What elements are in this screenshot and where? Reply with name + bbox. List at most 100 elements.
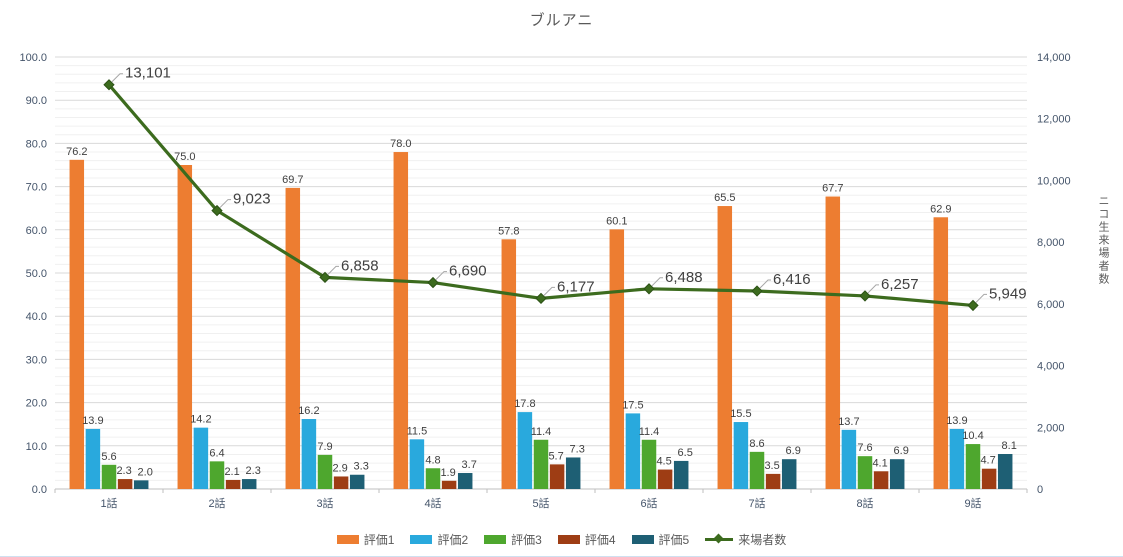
bar-評価1-9話[interactable]: [933, 217, 949, 489]
left-axis-tick-label: 10.0: [26, 441, 47, 453]
bar-label-評価1-9話: 62.9: [930, 203, 951, 215]
bar-評価3-7話[interactable]: [749, 451, 765, 489]
bar-評価2-4話[interactable]: [409, 439, 425, 489]
bar-評価1-3話[interactable]: [285, 187, 301, 489]
bar-評価1-1話[interactable]: [69, 159, 85, 490]
bar-label-評価5-6話: 6.5: [678, 447, 693, 459]
left-axis-tick-label: 40.0: [26, 311, 47, 323]
bar-評価5-2話[interactable]: [241, 479, 257, 489]
bar-評価4-6話[interactable]: [657, 469, 673, 489]
bar-評価3-4話[interactable]: [425, 468, 441, 489]
bar-label-評価4-5話: 5.7: [548, 450, 563, 462]
bar-評価2-3話[interactable]: [301, 419, 317, 489]
legend-label-評価4: 評価4: [584, 533, 616, 547]
bar-評価5-1話[interactable]: [133, 480, 149, 489]
left-axis-tick-label: 90.0: [26, 95, 47, 107]
line-label-leader: [111, 73, 123, 83]
bar-評価4-4話[interactable]: [441, 480, 457, 489]
bar-label-評価1-7話: 65.5: [714, 192, 735, 204]
bar-評価2-5話[interactable]: [517, 412, 533, 489]
line-label-leader: [435, 271, 447, 280]
legend-item-評価1[interactable]: 評価1: [336, 531, 394, 548]
bar-評価4-1話[interactable]: [117, 479, 133, 489]
bar-label-評価3-3話: 7.9: [317, 441, 332, 453]
bar-評価1-7話[interactable]: [717, 206, 733, 490]
legend-item-評価2[interactable]: 評価2: [410, 531, 468, 548]
bar-label-評価4-3話: 2.9: [332, 462, 347, 474]
bar-評価2-9話[interactable]: [949, 428, 965, 489]
bar-評価1-2話[interactable]: [177, 165, 193, 489]
bar-評価5-8話[interactable]: [889, 459, 905, 489]
bar-評価5-6話[interactable]: [673, 460, 689, 489]
bar-評価1-5話[interactable]: [501, 239, 517, 489]
visitors-marker-3話[interactable]: [319, 271, 331, 284]
bar-評価3-8話[interactable]: [857, 456, 873, 489]
line-label-leader: [975, 293, 987, 303]
bar-評価2-2話[interactable]: [193, 427, 209, 489]
bar-評価4-7話[interactable]: [765, 473, 781, 489]
visitors-marker-6話[interactable]: [643, 283, 655, 295]
bar-評価5-9話[interactable]: [997, 454, 1013, 489]
bar-評価5-5話[interactable]: [565, 457, 581, 489]
legend-item-評価3[interactable]: 評価3: [484, 531, 542, 548]
bar-評価1-4話[interactable]: [393, 152, 409, 490]
chart-plot-area: 0.0 10.0 20.0 30.0 40.0 50.0 60.0 70.0 80.0 90.0 1…: [19, 52, 1071, 510]
left-axis-tick-label: 100.0: [19, 52, 47, 64]
visitors-marker-4話[interactable]: [427, 276, 439, 289]
bar-評価4-3話[interactable]: [333, 476, 349, 489]
right-axis-tick-label: 8,000: [1037, 237, 1065, 249]
left-axis-tick-label: 60.0: [26, 225, 47, 237]
bar-label-評価4-1話: 2.3: [116, 465, 131, 477]
bar-評価2-8話[interactable]: [841, 429, 857, 489]
bar-評価4-8話[interactable]: [873, 471, 889, 489]
bar-label-評価2-6話: 17.5: [622, 399, 643, 411]
line-label-leader: [867, 284, 879, 294]
visitors-marker-5話[interactable]: [535, 292, 547, 305]
legend-item-来場者数[interactable]: 来場者数: [705, 531, 786, 548]
bar-評価3-3話[interactable]: [317, 454, 333, 489]
bar-label-評価5-3話: 3.3: [354, 461, 369, 473]
legend-item-評価5[interactable]: 評価5: [631, 531, 689, 548]
bar-評価5-3話[interactable]: [349, 474, 365, 489]
bar-評価4-2話[interactable]: [225, 479, 241, 489]
bar-評価3-9話[interactable]: [965, 444, 981, 489]
bar-label-評価5-1話: 2.0: [138, 466, 153, 478]
bar-評価3-2話[interactable]: [209, 461, 225, 489]
bar-評価2-7話[interactable]: [733, 422, 749, 489]
legend-swatch-評価2: [410, 535, 433, 544]
legend-label-来場者数: 来場者数: [738, 533, 787, 547]
bar-label-評価1-8話: 67.7: [822, 183, 843, 195]
visitors-marker-1話[interactable]: [103, 79, 115, 91]
bar-評価2-6話[interactable]: [625, 413, 641, 489]
bar-評価5-7話[interactable]: [781, 459, 797, 489]
bar-label-評価4-9話: 4.7: [980, 455, 995, 467]
legend-item-評価4[interactable]: 評価4: [557, 531, 616, 548]
visitors-marker-2話[interactable]: [211, 204, 223, 217]
line-label-5話: 6,177: [557, 278, 595, 295]
bar-label-評価5-2話: 2.3: [246, 465, 261, 477]
bar-評価3-5話[interactable]: [533, 439, 549, 489]
right-axis-tick-label: 10,000: [1037, 175, 1071, 187]
legend-label-評価3: 評価3: [511, 533, 542, 547]
right-axis-tick-label: 14,000: [1037, 52, 1071, 64]
bar-評価1-6話[interactable]: [609, 229, 625, 490]
bar-label-評価1-3話: 69.7: [282, 174, 303, 186]
left-axis-tick-label: 50.0: [26, 268, 47, 280]
bar-label-評価4-2話: 2.1: [224, 466, 239, 478]
bar-label-評価2-2話: 14.2: [190, 414, 211, 426]
bar-評価5-4話[interactable]: [457, 473, 473, 489]
visitors-marker-8話[interactable]: [859, 290, 871, 302]
bar-評価4-5話[interactable]: [549, 464, 565, 489]
bar-評価3-6話[interactable]: [641, 439, 657, 489]
bar-評価3-1話[interactable]: [101, 464, 117, 489]
bar-評価4-9話[interactable]: [981, 468, 997, 489]
bar-評価2-1話[interactable]: [85, 428, 101, 489]
visitors-marker-7話[interactable]: [751, 285, 763, 297]
bar-label-評価3-8話: 7.6: [857, 442, 872, 454]
left-axis-tick-label: 70.0: [26, 182, 47, 194]
line-label-leader: [543, 286, 555, 296]
visitors-marker-9話[interactable]: [967, 299, 979, 312]
right-axis-title: ニコ生来場者数: [1097, 195, 1109, 286]
bar-評価1-8話[interactable]: [825, 196, 841, 489]
bar-label-評価2-9話: 13.9: [946, 415, 967, 427]
